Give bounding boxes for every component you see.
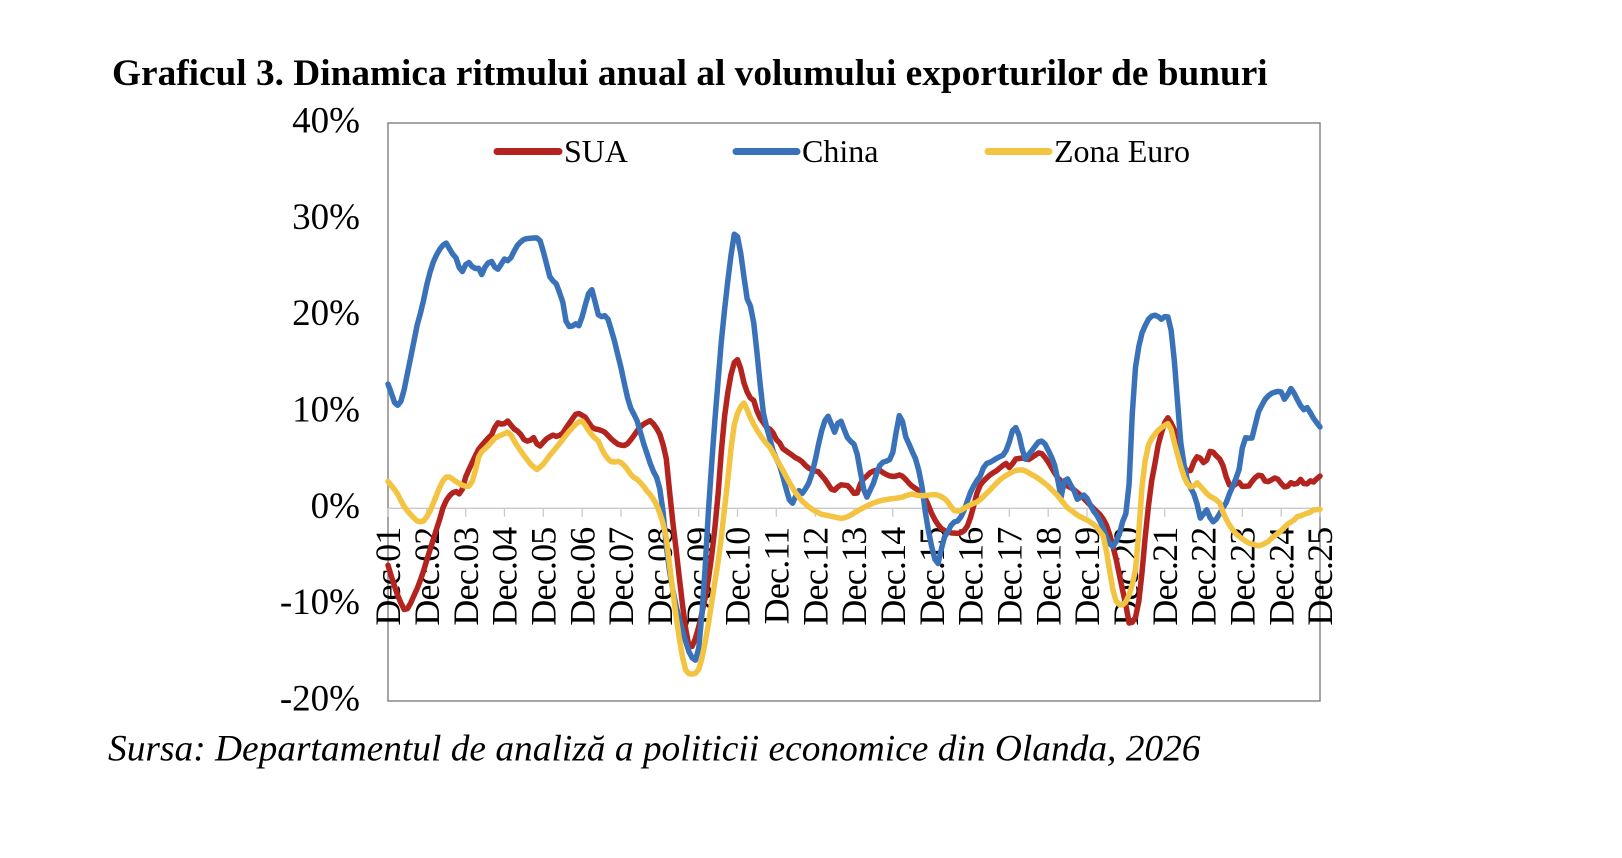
- svg-text:20%: 20%: [292, 293, 360, 334]
- svg-text:Dec.25: Dec.25: [1300, 528, 1340, 626]
- svg-text:30%: 30%: [292, 197, 360, 238]
- svg-text:40%: 40%: [292, 101, 360, 142]
- svg-text:Dec.21: Dec.21: [1145, 528, 1185, 626]
- svg-text:Dec.13: Dec.13: [834, 528, 874, 626]
- svg-text:Dec.04: Dec.04: [485, 527, 525, 626]
- svg-text:Dec.03: Dec.03: [446, 528, 486, 626]
- svg-text:Graficul 3. Dinamica ritmului: Graficul 3. Dinamica ritmului anual al v…: [112, 53, 1268, 94]
- svg-text:Dec.06: Dec.06: [562, 528, 602, 626]
- svg-text:China: China: [802, 133, 878, 169]
- svg-text:Dec.05: Dec.05: [524, 528, 564, 626]
- svg-text:Dec.17: Dec.17: [990, 528, 1030, 626]
- svg-text:Dec.02: Dec.02: [407, 528, 447, 626]
- svg-text:Dec.18: Dec.18: [1028, 528, 1068, 626]
- svg-text:Dec.22: Dec.22: [1184, 528, 1224, 626]
- svg-text:10%: 10%: [292, 390, 360, 431]
- svg-text:SUA: SUA: [564, 133, 628, 169]
- svg-text:0%: 0%: [311, 486, 360, 527]
- svg-text:Sursa: Departamentul de analiz: Sursa: Departamentul de analiză a politi…: [108, 729, 1201, 770]
- svg-text:Dec.07: Dec.07: [601, 528, 641, 626]
- svg-text:Dec.16: Dec.16: [951, 528, 991, 626]
- svg-text:Dec.19: Dec.19: [1067, 528, 1107, 626]
- svg-text:-10%: -10%: [280, 582, 360, 623]
- svg-text:-20%: -20%: [280, 679, 360, 720]
- svg-text:Dec.10: Dec.10: [718, 528, 758, 626]
- svg-text:Dec.12: Dec.12: [795, 528, 835, 626]
- svg-text:Zona Euro: Zona Euro: [1054, 133, 1190, 169]
- svg-text:Dec.11: Dec.11: [757, 528, 797, 625]
- svg-text:Dec.14: Dec.14: [873, 527, 913, 626]
